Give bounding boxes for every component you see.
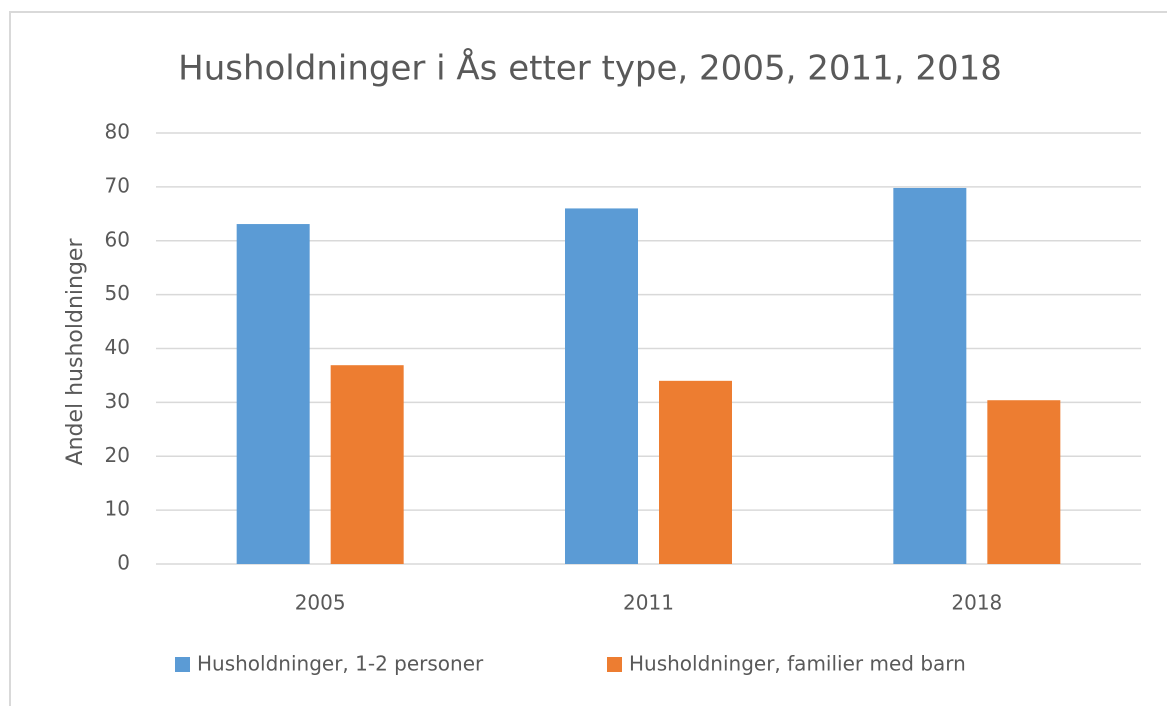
- x-tick-label: 2005: [295, 591, 346, 615]
- y-axis-label: Andel husholdninger: [63, 238, 88, 466]
- y-tick-label: 50: [105, 281, 130, 305]
- bar: [659, 380, 732, 564]
- chart-title: Husholdninger i Ås etter type, 2005, 201…: [178, 48, 1002, 89]
- y-tick-label: 40: [105, 335, 130, 359]
- y-tick-label: 0: [117, 551, 130, 575]
- legend-marker: [607, 657, 622, 672]
- y-tick-label: 80: [105, 120, 130, 144]
- x-tick-label: 2018: [951, 591, 1002, 615]
- bar: [893, 187, 967, 564]
- bar: [565, 208, 638, 565]
- bar: [236, 224, 310, 564]
- legend-label: Husholdninger, familier med barn: [629, 652, 966, 676]
- y-tick-label: 10: [105, 497, 130, 521]
- legend-marker: [175, 657, 190, 672]
- x-tick-label: 2011: [623, 591, 674, 615]
- y-tick-label: 60: [105, 227, 130, 251]
- y-tick-label: 30: [105, 389, 130, 413]
- y-tick-label: 70: [105, 173, 130, 197]
- legend-label: Husholdninger, 1-2 personer: [197, 652, 484, 676]
- y-tick-label: 20: [105, 443, 130, 467]
- bar: [330, 365, 404, 564]
- bar: [987, 400, 1061, 564]
